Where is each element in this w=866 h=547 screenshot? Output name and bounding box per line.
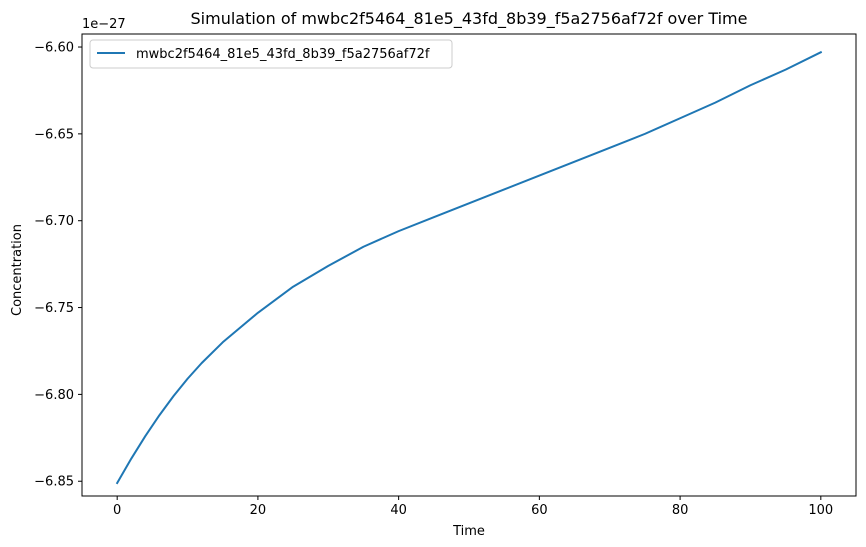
y-axis-offset-label: 1e−27 — [82, 17, 126, 32]
x-axis-label: Time — [452, 524, 485, 539]
x-tick-label: 80 — [672, 503, 689, 518]
chart-title: Simulation of mwbc2f5464_81e5_43fd_8b39_… — [191, 9, 748, 29]
x-tick-label: 60 — [531, 503, 548, 518]
x-tick-label: 0 — [113, 503, 121, 518]
legend-label: mwbc2f5464_81e5_43fd_8b39_f5a2756af72f — [136, 47, 430, 62]
y-tick-label: −6.60 — [34, 41, 74, 56]
legend-box — [89, 39, 453, 69]
plot-frame — [81, 33, 857, 497]
y-tick-label: −6.65 — [34, 127, 74, 142]
y-tick-label: −6.80 — [34, 388, 74, 403]
text-group: Simulation of mwbc2f5464_81e5_43fd_8b39_… — [10, 9, 747, 539]
series-line — [115, 50, 823, 485]
series-group — [115, 50, 823, 485]
axes-group: 0 20 40 60 80 100 −6.85 −6.80 −6.75 −6.70 −6.65 −6.… — [34, 33, 857, 518]
y-tick-label: −6.85 — [34, 475, 74, 490]
y-axis-label: Concentration — [10, 224, 25, 316]
legend: mwbc2f5464_81e5_43fd_8b39_f5a2756af72f — [89, 39, 453, 69]
x-tick-label: 20 — [250, 503, 267, 518]
x-tick-label: 100 — [808, 503, 833, 518]
y-tick-label: −6.75 — [34, 301, 74, 316]
y-tick-label: −6.70 — [34, 214, 74, 229]
x-tick-label: 40 — [390, 503, 407, 518]
